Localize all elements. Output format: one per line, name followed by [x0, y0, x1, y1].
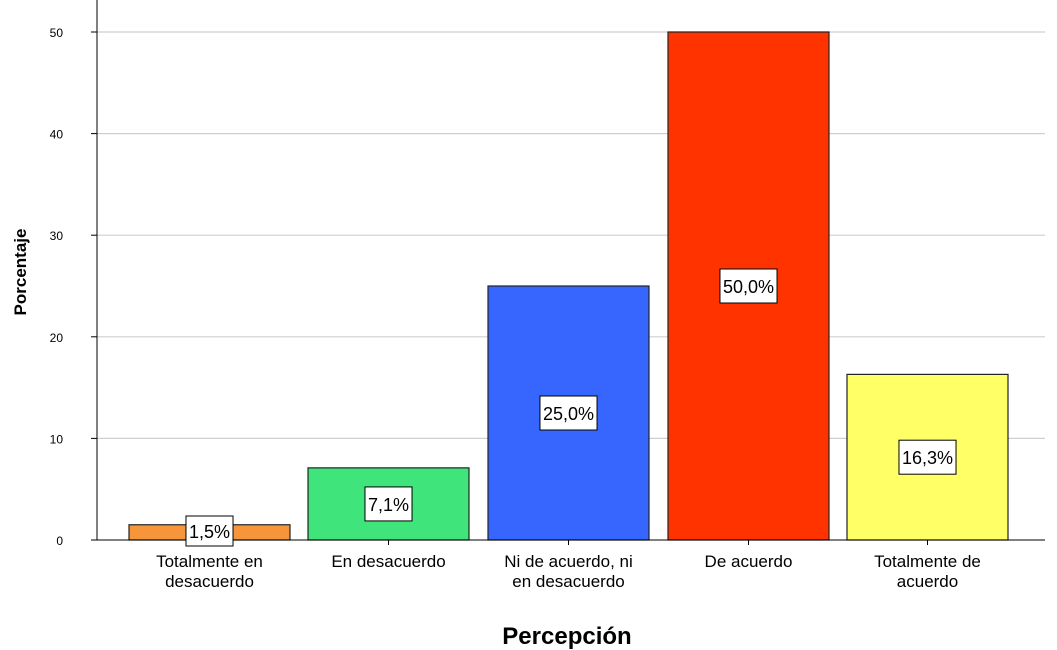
bars — [128, 31, 1009, 541]
data-label-box — [898, 439, 957, 475]
data-label: 16,3% — [902, 448, 953, 468]
y-tick-label: 40 — [50, 128, 64, 142]
data-label-box — [185, 515, 234, 547]
axes: 0 10 20 30 40 50 Totalmente en desacuerdo En des… — [50, 0, 1045, 591]
data-label: 50,0% — [723, 277, 774, 297]
y-axis-title: Porcentaje — [11, 229, 30, 316]
data-label: 7,1% — [368, 495, 409, 515]
x-axis-title: Percepción — [502, 623, 631, 650]
y-tick-label: 10 — [50, 432, 64, 446]
data-labels: 1,5% 7,1% 25,0% 50,0% 16,3% — [185, 268, 957, 547]
data-label-box — [719, 268, 778, 304]
y-tick-label: 50 — [50, 26, 64, 40]
data-label-box — [539, 395, 598, 431]
x-tick-label: Ni de acuerdo, ni en desacuerdo — [504, 552, 633, 591]
y-tick-label: 30 — [50, 229, 64, 243]
x-tick-label: Totalmente de acuerdo — [874, 552, 981, 591]
y-tick-label: 0 — [56, 534, 63, 548]
x-tick-label: Totalmente en desacuerdo — [156, 552, 263, 591]
x-tick-label: De acuerdo — [705, 552, 793, 571]
data-label: 1,5% — [189, 522, 230, 542]
y-tick-label: 20 — [50, 331, 64, 345]
data-label-box — [364, 486, 413, 522]
x-tick-label: En desacuerdo — [331, 552, 445, 571]
data-label: 25,0% — [543, 404, 594, 424]
